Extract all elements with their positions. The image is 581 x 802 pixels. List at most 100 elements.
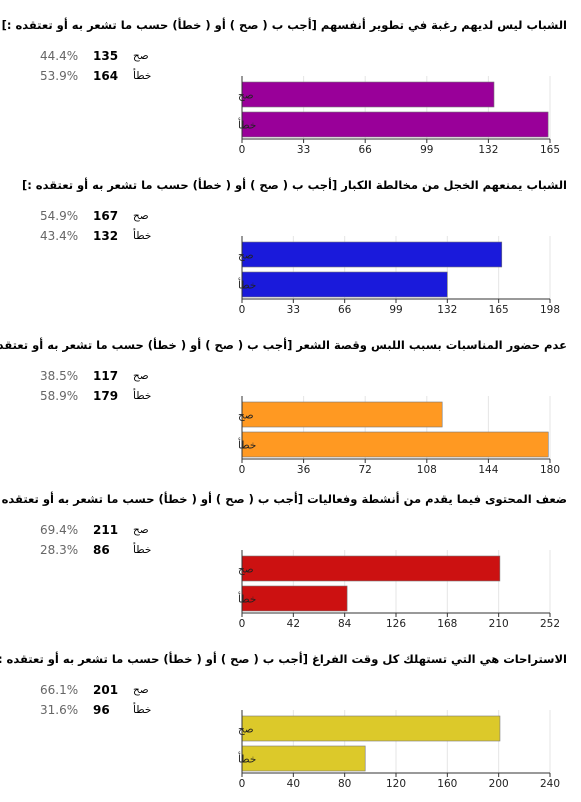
answer-percentage: 44.4%	[40, 49, 79, 63]
answer-count: 86	[93, 543, 110, 557]
tick-label: 42	[287, 618, 300, 630]
question-title: عدم حضور المناسبات بسبب اللبس وقصة الشعر…	[0, 338, 567, 352]
answer-percentage: 58.9%	[40, 389, 79, 403]
stat-row: 38.5% 117 صح	[0, 369, 160, 387]
answer-count: 117	[93, 369, 119, 383]
stat-row: 44.4% 135 صح	[0, 49, 160, 67]
bar	[241, 401, 443, 428]
tick-label: 132	[478, 144, 498, 156]
bar-chart: صح خطأ 0 40 80 120 160 200 240	[238, 710, 560, 790]
tick-label: 168	[437, 618, 457, 630]
question-block: الشباب ليس لديهم رغبة في تطوير أنفسهم [أ…	[0, 18, 581, 168]
tick-label: 0	[239, 618, 246, 630]
answer-label: خطأ	[133, 390, 152, 402]
tick-label: 120	[386, 778, 406, 790]
stat-row: 53.9% 164 خطأ	[0, 69, 160, 87]
tick-label: 126	[386, 618, 406, 630]
tick-label: 99	[389, 304, 402, 316]
answer-count: 132	[93, 229, 119, 243]
answer-count: 211	[93, 523, 119, 537]
stat-row: 31.6% 96 خطأ	[0, 703, 160, 721]
category-label: صح	[238, 90, 254, 102]
stat-row: 66.1% 201 صح	[0, 683, 160, 701]
tick-label: 180	[540, 464, 560, 476]
stat-row: 58.9% 179 خطأ	[0, 389, 160, 407]
tick-label: 165	[489, 304, 509, 316]
tick-label: 132	[437, 304, 457, 316]
answer-count: 167	[93, 209, 119, 223]
bar	[241, 745, 366, 772]
bar	[241, 271, 448, 298]
answer-count: 179	[93, 389, 119, 403]
question-block: ضعف المحتوى فيما يقدم من أنشطة وفعاليات …	[0, 492, 581, 642]
tick-label: 0	[239, 778, 246, 790]
bar-chart: صح خطأ 0 33 66 99 132 165 198	[238, 236, 560, 316]
answer-label: خطأ	[133, 70, 152, 82]
category-label: خطأ	[238, 438, 256, 452]
answer-percentage: 31.6%	[40, 703, 79, 717]
tick-label: 0	[239, 304, 246, 316]
question-title: الاستراحات هي التي تستهلك كل وقت الفراغ …	[0, 652, 567, 666]
answer-label: خطأ	[133, 544, 152, 556]
answer-label: صح	[133, 210, 149, 222]
tick-label: 252	[540, 618, 560, 630]
answer-label: صح	[133, 684, 149, 696]
bar	[241, 431, 549, 458]
stat-row: 69.4% 211 صح	[0, 523, 160, 541]
bar	[241, 585, 348, 612]
answer-label: صح	[133, 50, 149, 62]
category-label: خطأ	[238, 752, 256, 766]
tick-label: 66	[338, 304, 352, 316]
answer-count: 164	[93, 69, 119, 83]
answer-label: صح	[133, 524, 149, 536]
category-label: صح	[238, 250, 254, 262]
question-block: عدم حضور المناسبات بسبب اللبس وقصة الشعر…	[0, 338, 581, 488]
stat-row: 43.4% 132 خطأ	[0, 229, 160, 247]
answer-count: 201	[93, 683, 119, 697]
tick-label: 210	[489, 618, 509, 630]
answer-count: 96	[93, 703, 110, 717]
bar	[241, 241, 503, 268]
tick-label: 40	[287, 778, 300, 790]
answer-percentage: 38.5%	[40, 369, 79, 383]
tick-label: 80	[338, 778, 351, 790]
category-label: صح	[238, 564, 254, 576]
tick-label: 200	[489, 778, 509, 790]
tick-label: 0	[239, 464, 246, 476]
category-label: خطأ	[238, 592, 256, 606]
question-block: الشباب يمنعهم الخجل من مخالطة الكبار [أج…	[0, 178, 581, 328]
stat-row: 54.9% 167 صح	[0, 209, 160, 227]
answer-percentage: 54.9%	[40, 209, 79, 223]
bar	[241, 715, 501, 742]
tick-label: 240	[540, 778, 560, 790]
tick-label: 84	[338, 618, 352, 630]
tick-label: 36	[297, 464, 311, 476]
answer-label: خطأ	[133, 704, 152, 716]
question-title: الشباب ليس لديهم رغبة في تطوير أنفسهم [أ…	[1, 18, 567, 32]
tick-label: 0	[239, 144, 246, 156]
tick-label: 99	[420, 144, 433, 156]
answer-percentage: 69.4%	[40, 523, 79, 537]
stat-row: 28.3% 86 خطأ	[0, 543, 160, 561]
category-label: صح	[238, 410, 254, 422]
bar-chart: صح خطأ 0 36 72 108 144 180	[238, 396, 560, 476]
answer-percentage: 66.1%	[40, 683, 79, 697]
bar-chart: صح خطأ 0 33 66 99 132 165	[238, 76, 560, 156]
category-label: صح	[238, 724, 254, 736]
tick-label: 108	[417, 464, 437, 476]
bar	[241, 111, 549, 138]
tick-label: 144	[478, 464, 498, 476]
question-title: الشباب يمنعهم الخجل من مخالطة الكبار [أج…	[21, 178, 567, 192]
bar	[241, 555, 501, 582]
answer-percentage: 28.3%	[40, 543, 79, 557]
question-title: ضعف المحتوى فيما يقدم من أنشطة وفعاليات …	[0, 492, 567, 506]
question-block: الاستراحات هي التي تستهلك كل وقت الفراغ …	[0, 652, 581, 802]
tick-label: 198	[540, 304, 560, 316]
tick-label: 72	[359, 464, 372, 476]
tick-label: 66	[359, 144, 373, 156]
tick-label: 33	[297, 144, 310, 156]
tick-label: 165	[540, 144, 560, 156]
answer-label: خطأ	[133, 230, 152, 242]
bar	[241, 81, 495, 108]
answer-count: 135	[93, 49, 119, 63]
